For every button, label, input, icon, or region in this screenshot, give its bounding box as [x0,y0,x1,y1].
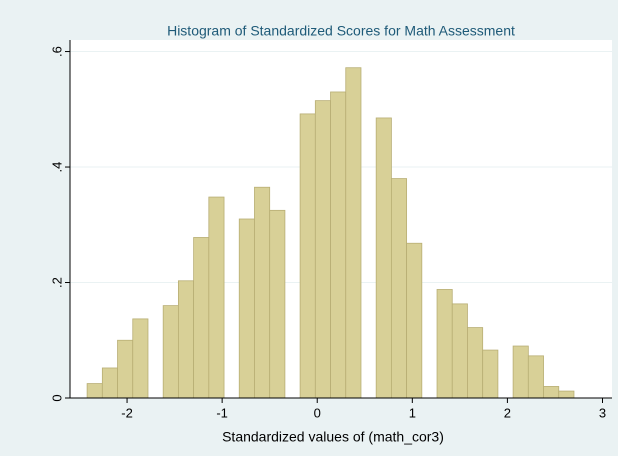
y-tick-label: .2 [49,277,64,288]
chart-title: Histogram of Standardized Scores for Mat… [167,23,515,39]
bar [177,280,195,399]
bar [375,117,392,399]
bar [132,318,149,399]
x-tick-label: 2 [504,405,511,420]
x-tick-label: -1 [216,405,228,420]
y-tick-label: .4 [49,162,64,173]
x-tick-label: 3 [599,405,606,420]
bar [512,345,529,399]
bar [482,349,499,399]
bar [162,305,179,399]
bar [86,383,103,399]
x-tick-label: 0 [314,405,321,420]
bar [527,355,544,399]
bar [436,289,453,399]
bar [269,209,286,399]
bar [543,386,560,399]
y-tick-label: .6 [49,46,64,57]
x-tick-label: -2 [121,405,133,420]
y-tick-label: 0 [49,394,64,401]
bar [208,196,225,399]
bar [330,91,347,399]
bar [101,367,118,399]
bar [451,303,468,399]
bar [314,100,331,399]
bar [467,327,484,399]
bar [299,113,316,399]
bar [345,67,362,399]
x-axis-label: Standardized values of (math_cor3) [222,429,444,445]
bar [390,178,408,399]
bar [238,218,255,399]
x-tick-label: 1 [409,405,416,420]
bar [406,242,423,399]
bar [117,339,134,399]
bar [254,186,271,399]
bar [193,237,210,399]
bar [558,390,575,399]
